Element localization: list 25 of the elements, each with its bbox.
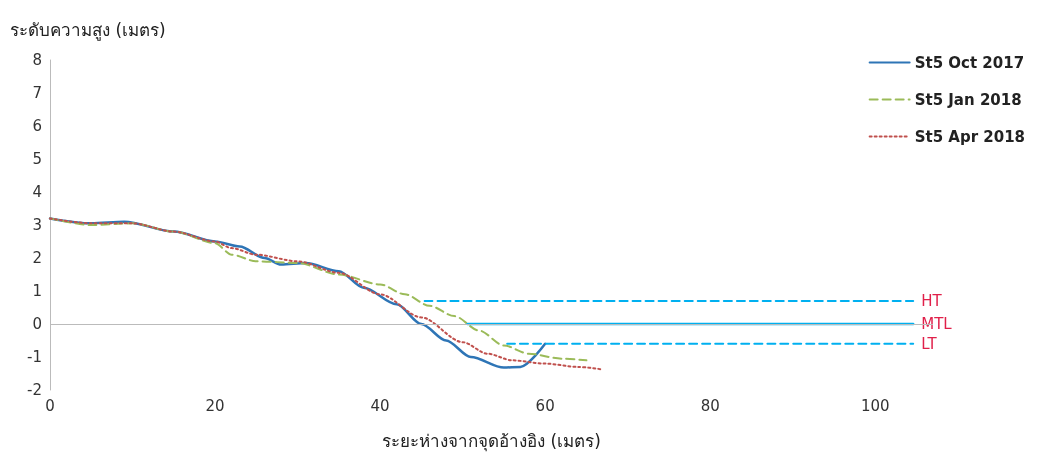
x-tick-label: 100 (860, 396, 890, 415)
y-tick-label: 4 (32, 183, 42, 201)
x-tick-label: 60 (535, 396, 555, 415)
y-tick-label: 5 (32, 150, 42, 168)
y-tick-label: 8 (32, 51, 42, 69)
legend-label: St5 Jan 2018 (914, 90, 1022, 109)
annotation: LT (921, 334, 938, 353)
x-tick-label: 40 (370, 396, 390, 415)
legend-label: St5 Apr 2018 (914, 127, 1026, 146)
x-tick-label: 0 (45, 396, 55, 415)
y-tick-label: 3 (32, 216, 42, 234)
legend-label: St5 Oct 2017 (914, 53, 1025, 72)
x-tick-label: 80 (700, 396, 720, 415)
y-tick-label: -1 (27, 348, 42, 366)
y-axis-title: ระดับความสูง (เมตร) (10, 19, 166, 41)
y-tick-label: 7 (32, 84, 42, 102)
annotation: MTL (921, 315, 953, 333)
y-tick-label: 2 (32, 249, 42, 267)
y-tick-label: 6 (32, 117, 42, 135)
x-tick-label: 20 (205, 396, 225, 415)
y-tick-label: 0 (32, 315, 42, 333)
annotation: HT (921, 291, 943, 310)
x-axis-title: ระยะห่างจากจุดอ้างอิง (เมตร) (382, 430, 601, 452)
y-tick-label: 1 (32, 282, 42, 300)
y-tick-label: -2 (27, 381, 42, 399)
